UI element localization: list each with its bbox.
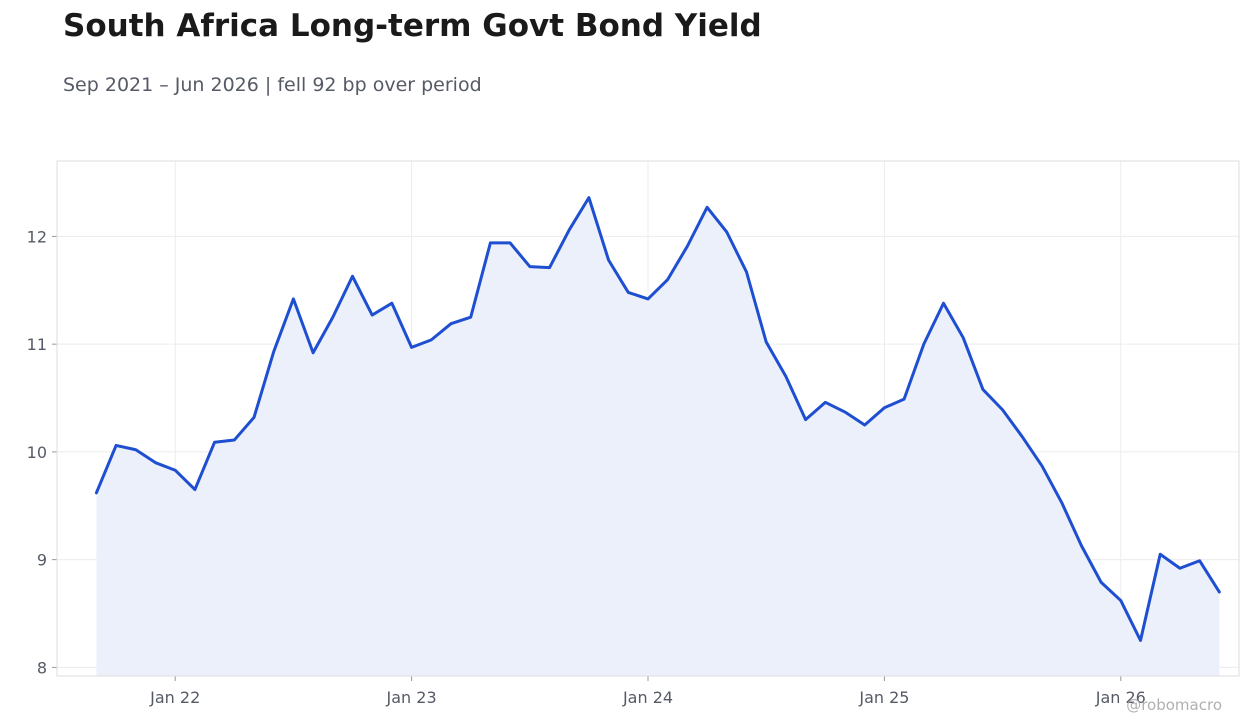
chart-subtitle: Sep 2021 – Jun 2026 | fell 92 bp over pe…: [63, 74, 482, 96]
series-area: [96, 197, 1220, 676]
plot-frame: [56, 160, 1240, 677]
y-tick-label: 9: [37, 551, 47, 570]
y-tick-label: 8: [37, 658, 47, 677]
x-tick-label: Jan 26: [1095, 688, 1146, 707]
chart-title: South Africa Long-term Govt Bond Yield: [63, 8, 762, 44]
series-line: [94, 196, 1221, 642]
y-tick-label: 12: [27, 227, 47, 246]
y-tick-label: 11: [27, 335, 47, 354]
x-tick-label: Jan 25: [858, 688, 909, 707]
watermark: @robomacro: [1126, 696, 1222, 714]
x-tick-label: Jan 22: [149, 688, 200, 707]
x-tick-label: Jan 24: [622, 688, 673, 707]
y-tick-label: 10: [27, 443, 47, 462]
x-tick-label: Jan 23: [386, 688, 437, 707]
